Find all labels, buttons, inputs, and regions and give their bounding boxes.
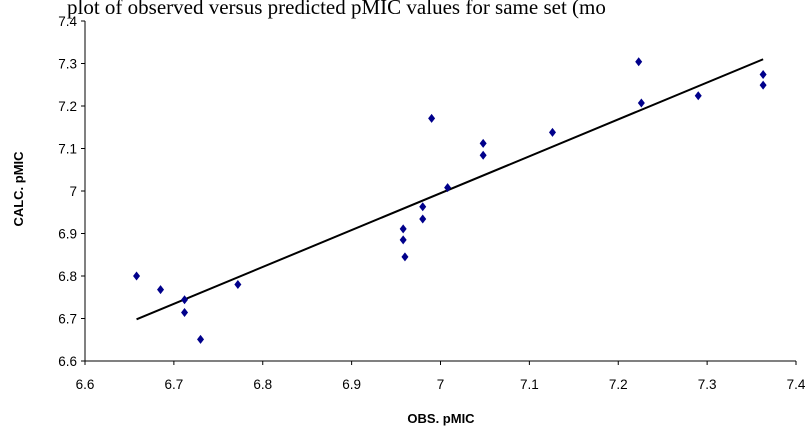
y-tick-label: 6.8 bbox=[58, 269, 77, 284]
data-point bbox=[399, 235, 407, 245]
data-point bbox=[419, 202, 427, 212]
chart-caption: plot of observed versus predicted pMIC v… bbox=[67, 0, 606, 19]
x-tick-label: 6.6 bbox=[76, 377, 95, 392]
trendline bbox=[136, 58, 764, 321]
y-axis-title: CALC. pMIC bbox=[11, 151, 26, 227]
y-tick-label: 6.7 bbox=[58, 312, 77, 327]
data-point bbox=[635, 57, 643, 67]
plot-area: 6.6 6.7 6.8 6.9 7 7.1 7.2 7.3 7.4 6.6 6.7 6.8 6.9 7 7… bbox=[58, 14, 806, 392]
data-point bbox=[479, 150, 487, 160]
data-point bbox=[419, 214, 427, 224]
y-ticks: 6.6 6.7 6.8 6.9 7 7.1 7.2 7.3 7.4 bbox=[58, 14, 85, 369]
data-point bbox=[234, 280, 242, 289]
x-tick-label: 7.4 bbox=[787, 377, 806, 392]
y-tick-label: 6.9 bbox=[58, 227, 77, 242]
data-point bbox=[759, 70, 767, 80]
x-tick-label: 6.9 bbox=[342, 377, 361, 392]
data-point bbox=[399, 224, 407, 234]
data-point bbox=[694, 91, 702, 101]
x-tick-label: 7.1 bbox=[520, 377, 539, 392]
y-tick-label: 7 bbox=[69, 184, 77, 199]
x-tick-label: 7 bbox=[437, 377, 445, 392]
x-axis-title: OBS. pMIC bbox=[407, 411, 475, 426]
data-point bbox=[401, 252, 409, 262]
data-point bbox=[181, 308, 189, 318]
x-ticks: 6.6 6.7 6.8 6.9 7 7.1 7.2 7.3 7.4 bbox=[76, 361, 806, 392]
y-tick-label: 7.3 bbox=[58, 57, 77, 72]
data-point bbox=[157, 285, 165, 295]
data-points bbox=[133, 57, 767, 344]
data-point bbox=[181, 295, 189, 305]
x-tick-label: 6.8 bbox=[253, 377, 272, 392]
data-point bbox=[479, 138, 487, 148]
data-point bbox=[759, 80, 767, 90]
x-tick-label: 7.3 bbox=[698, 377, 717, 392]
data-point bbox=[637, 98, 645, 108]
x-tick-label: 7.2 bbox=[609, 377, 628, 392]
y-tick-label: 7.2 bbox=[58, 99, 77, 114]
data-point bbox=[428, 113, 436, 123]
data-point bbox=[133, 271, 141, 281]
y-tick-label: 6.6 bbox=[58, 354, 77, 369]
data-point bbox=[444, 183, 452, 193]
data-point bbox=[197, 334, 205, 344]
y-tick-label: 7.1 bbox=[58, 142, 77, 157]
y-tick-label: 7.4 bbox=[58, 14, 77, 29]
data-point bbox=[548, 127, 556, 137]
x-tick-label: 6.7 bbox=[164, 377, 183, 392]
